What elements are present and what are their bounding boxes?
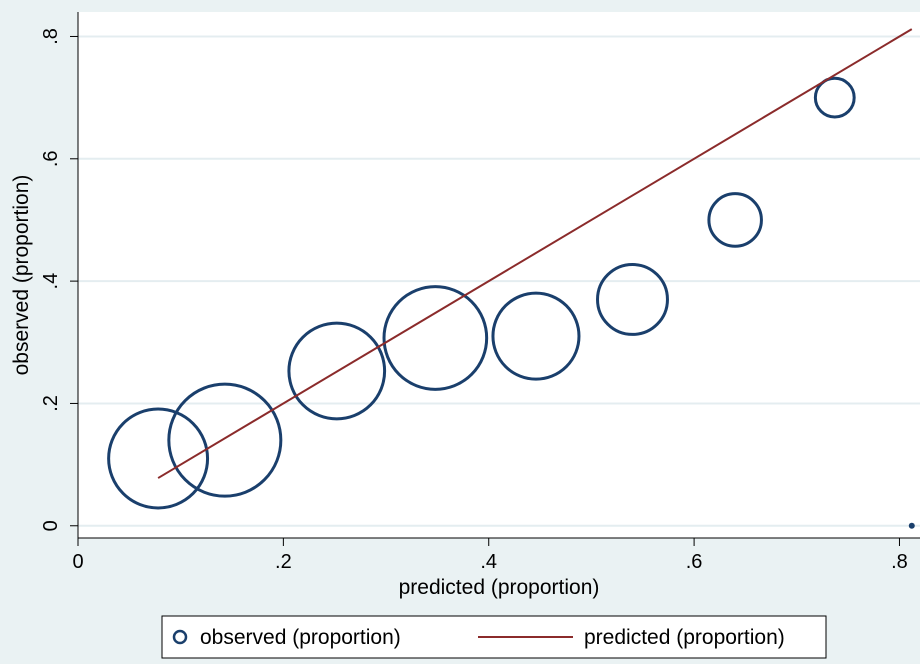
legend-predicted-label: predicted (proportion) (584, 626, 785, 649)
predicted-line (157, 28, 913, 479)
y-axis: 0 .2 .4 .6 .8 (40, 12, 79, 538)
observed-point-1 (167, 382, 283, 498)
x-tick-label-1: .2 (275, 551, 292, 573)
observed-point-6 (707, 192, 763, 248)
y-tick-label-1: .2 (40, 395, 62, 412)
x-tick-label-0: 0 (72, 551, 83, 573)
grid-lines (78, 35, 920, 527)
observed-point-7 (813, 76, 856, 119)
x-axis: 0 .2 .4 .6 .8 (72, 537, 920, 573)
y-tick-label-0: 0 (40, 520, 62, 531)
observed-markers (107, 76, 915, 529)
observed-point-5 (596, 262, 669, 336)
observed-point-0 (107, 407, 210, 510)
legend-observed-marker (172, 629, 188, 645)
x-tick-label-4: .8 (891, 551, 908, 573)
y-axis-title: observed (proportion) (10, 175, 33, 376)
x-axis-title: predicted (proportion) (399, 576, 600, 599)
observed-point-8 (908, 522, 915, 529)
legend-observed-label: observed (proportion) (200, 626, 401, 649)
x-tick-label-3: .6 (686, 551, 703, 573)
y-tick-label-3: .6 (40, 150, 62, 167)
observed-point-3 (382, 285, 489, 391)
observed-point-4 (491, 291, 581, 381)
y-tick-label-2: .4 (40, 273, 62, 290)
observed-point-2 (287, 321, 387, 421)
legend: observed (proportion) predicted (proport… (161, 615, 827, 659)
predicted-line-group (157, 28, 913, 479)
x-tick-label-2: .4 (480, 551, 497, 573)
y-tick-label-4: .8 (40, 28, 62, 45)
